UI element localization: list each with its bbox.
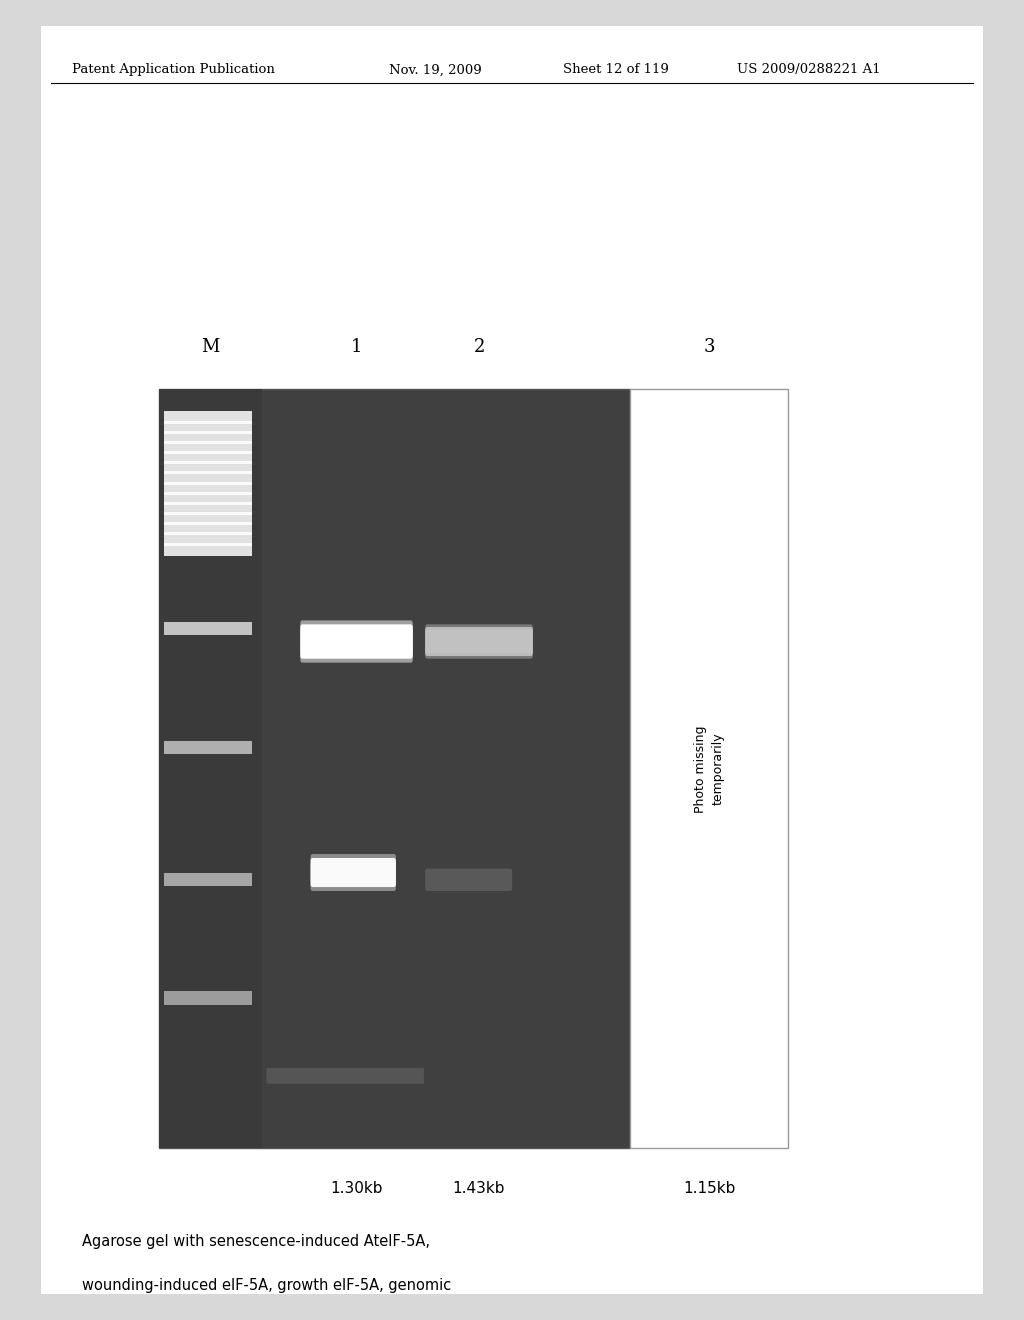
Bar <box>164 451 252 465</box>
FancyBboxPatch shape <box>425 869 512 891</box>
Text: Nov. 19, 2009: Nov. 19, 2009 <box>389 63 482 77</box>
Text: Sheet 12 of 119: Sheet 12 of 119 <box>563 63 669 77</box>
Bar <box>630 389 788 1148</box>
FancyBboxPatch shape <box>425 624 532 653</box>
FancyBboxPatch shape <box>425 630 532 659</box>
Text: 1.15kb: 1.15kb <box>683 1181 735 1196</box>
Text: US 2009/0288221 A1: US 2009/0288221 A1 <box>737 63 881 77</box>
Bar <box>164 523 252 536</box>
Bar <box>164 441 252 454</box>
Text: 1.30kb: 1.30kb <box>331 1181 383 1196</box>
Bar <box>159 389 262 1148</box>
Bar <box>164 543 252 556</box>
Bar <box>164 461 252 474</box>
FancyBboxPatch shape <box>300 624 413 659</box>
Bar <box>164 512 252 525</box>
Bar <box>164 873 252 886</box>
Bar <box>164 482 252 495</box>
Text: 1: 1 <box>351 338 362 356</box>
Bar <box>159 389 630 1148</box>
Bar <box>164 421 252 434</box>
Text: Patent Application Publication: Patent Application Publication <box>72 63 274 77</box>
Bar <box>164 532 252 545</box>
Bar <box>164 741 252 754</box>
FancyBboxPatch shape <box>300 620 413 655</box>
FancyBboxPatch shape <box>310 858 396 887</box>
FancyBboxPatch shape <box>310 862 396 891</box>
FancyBboxPatch shape <box>266 1068 424 1084</box>
Text: Photo missing
temporarily: Photo missing temporarily <box>693 725 725 813</box>
Text: 3: 3 <box>703 338 715 356</box>
Bar <box>164 471 252 484</box>
Bar <box>164 622 252 635</box>
Bar <box>164 430 252 444</box>
Bar <box>164 411 252 424</box>
FancyBboxPatch shape <box>425 627 532 656</box>
Text: 1.43kb: 1.43kb <box>453 1181 505 1196</box>
FancyBboxPatch shape <box>310 854 396 883</box>
Text: Agarose gel with senescence-induced AteIF-5A,: Agarose gel with senescence-induced AteI… <box>82 1234 430 1249</box>
Text: 2: 2 <box>473 338 484 356</box>
FancyBboxPatch shape <box>300 628 413 663</box>
Bar <box>164 492 252 506</box>
Text: wounding-induced eIF-5A, growth eIF-5A, genomic: wounding-induced eIF-5A, growth eIF-5A, … <box>82 1278 452 1292</box>
Text: M: M <box>202 338 220 356</box>
Bar <box>164 502 252 515</box>
Bar <box>164 991 252 1005</box>
